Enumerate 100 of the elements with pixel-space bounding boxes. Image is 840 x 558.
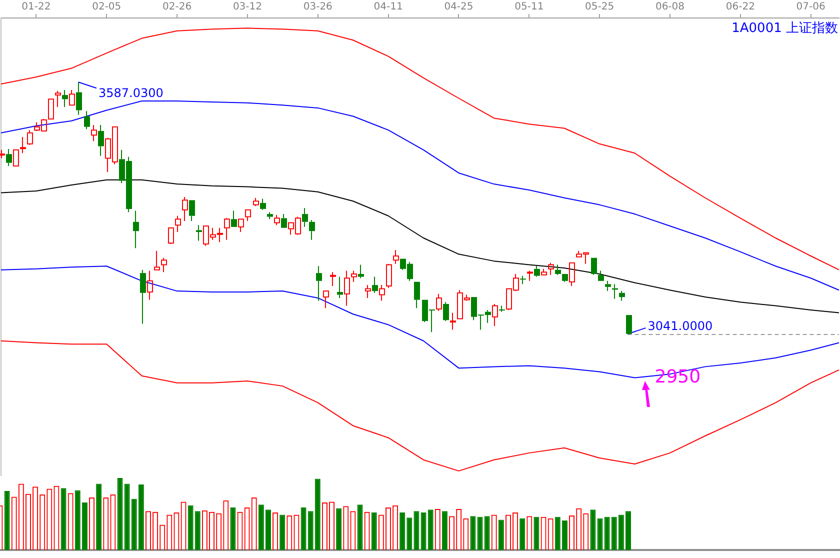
candlestick [281,214,287,228]
x-tick-label: 03-26 [303,2,332,13]
bar [597,518,603,550]
candlestick [351,270,357,282]
x-tick-label: 02-05 [92,2,122,13]
candlestick [84,110,90,130]
bar [604,516,610,550]
candlestick [520,275,526,285]
bar [124,484,130,550]
candlestick [414,282,420,309]
bar [230,508,236,550]
candlestick [238,218,244,233]
candlestick [499,305,505,312]
bar [308,511,314,550]
candlestick [224,218,230,240]
bar [371,512,377,550]
candlestick [358,264,364,279]
candlestick [548,262,554,276]
annotation: 2950 [654,366,701,388]
candlestick [330,272,336,286]
candlestick [534,266,540,278]
candlestick [527,270,533,282]
bar [590,510,596,550]
candlestick [562,274,568,282]
x-tick-label: 05-11 [514,2,544,13]
bar [470,516,476,550]
candlestick [492,303,498,327]
candlestick [372,276,378,294]
candlestick [189,200,195,222]
x-tick-label: 01-22 [22,2,51,13]
candlestick [140,269,146,324]
candlestick [20,136,26,154]
candlestick [619,290,625,302]
bar [618,514,624,550]
candlestick [154,250,160,270]
candlestick [302,208,308,228]
x-tick-label: 02-26 [162,2,192,13]
bar [194,511,200,550]
bar [336,508,342,550]
bar [554,516,560,550]
candlestick [6,148,12,167]
bar [96,484,102,550]
bar [414,511,420,550]
bar [442,511,448,550]
candlestick [450,312,456,330]
chart-title: 1A0001 上证指数 [732,20,838,37]
bar [258,504,264,550]
bar [265,510,271,550]
bar [138,484,144,550]
candlestick [161,257,167,273]
bar [82,502,88,550]
candlestick [309,220,315,240]
bar [534,516,540,550]
candlestick [98,124,104,156]
candlestick [365,284,371,298]
bar [188,505,194,550]
x-tick-label: 07-06 [796,2,826,13]
bar [300,508,306,550]
candlestick [393,250,399,264]
bar [611,516,617,550]
bar [498,520,504,550]
candlestick [62,89,68,108]
candlestick [598,270,604,281]
bar [400,512,406,550]
x-tick-label: 06-22 [726,2,755,13]
bar [520,518,526,550]
candlestick [76,82,82,116]
candlestick [147,270,153,300]
bar [562,520,568,550]
candlestick [231,210,237,227]
bar [60,488,66,550]
bar [280,514,286,550]
candlestick [260,198,266,210]
x-tick-label: 05-25 [585,2,614,13]
candlestick [175,215,181,233]
candlestick [55,90,61,108]
candlestick [133,210,139,249]
candlestick [267,212,273,220]
x-tick-label: 03-12 [232,2,262,13]
bar [420,512,426,550]
candlestick [443,302,449,322]
bar [406,518,412,550]
bar [131,498,137,550]
bar [357,504,363,550]
candlestick [591,258,597,276]
candlestick [196,224,202,242]
candlestick [379,284,385,302]
x-tick-label: 04-11 [374,2,403,13]
bar [477,516,483,550]
bar [428,510,434,550]
candlestick [337,276,343,298]
bar [117,478,123,550]
candlestick [91,124,97,142]
bar [625,511,631,550]
bar [314,478,320,550]
candlestick [605,280,611,292]
candlestick [316,266,322,302]
candlestick [344,270,350,306]
ref-line-label: 3041.0000 [648,319,713,334]
bar [74,490,80,550]
